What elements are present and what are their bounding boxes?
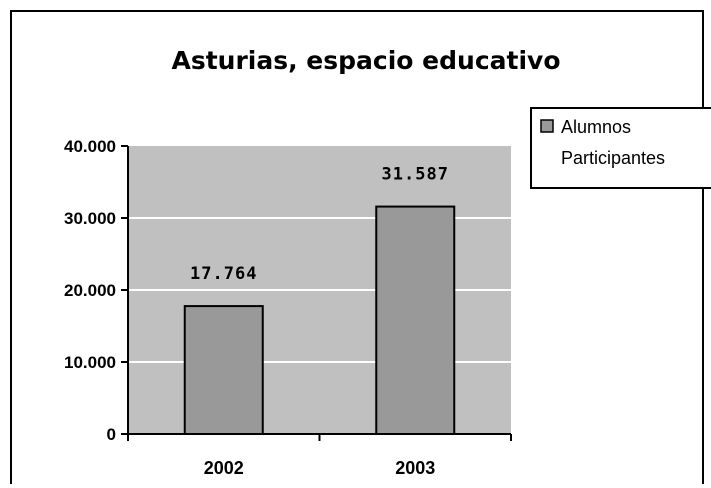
y-tick-label: 10.000 [64, 353, 116, 372]
bar [183, 305, 264, 436]
y-axis: 0 10.000 20.000 30.000 40.000 [64, 137, 129, 444]
chart-title: Asturias, espacio educativo [171, 46, 560, 75]
x-axis: 2002 2003 [127, 433, 512, 478]
legend-box [530, 107, 711, 189]
y-tick-label: 0 [107, 425, 116, 444]
bar [375, 205, 456, 435]
legend-label: Participantes [561, 148, 665, 168]
y-tick-label: 20.000 [64, 281, 116, 300]
legend: Alumnos Participantes [530, 107, 711, 189]
x-tick-label: 2003 [395, 458, 435, 478]
legend-swatch [540, 119, 554, 133]
legend-label: Alumnos [561, 117, 631, 137]
y-tick-label: 30.000 [64, 209, 116, 228]
x-tick-label: 2002 [204, 458, 244, 478]
data-label: 17.764 [190, 264, 257, 284]
y-tick-label: 40.000 [64, 137, 116, 156]
data-label: 31.587 [382, 165, 449, 185]
bar-series: 17.764 31.587 [183, 165, 456, 436]
